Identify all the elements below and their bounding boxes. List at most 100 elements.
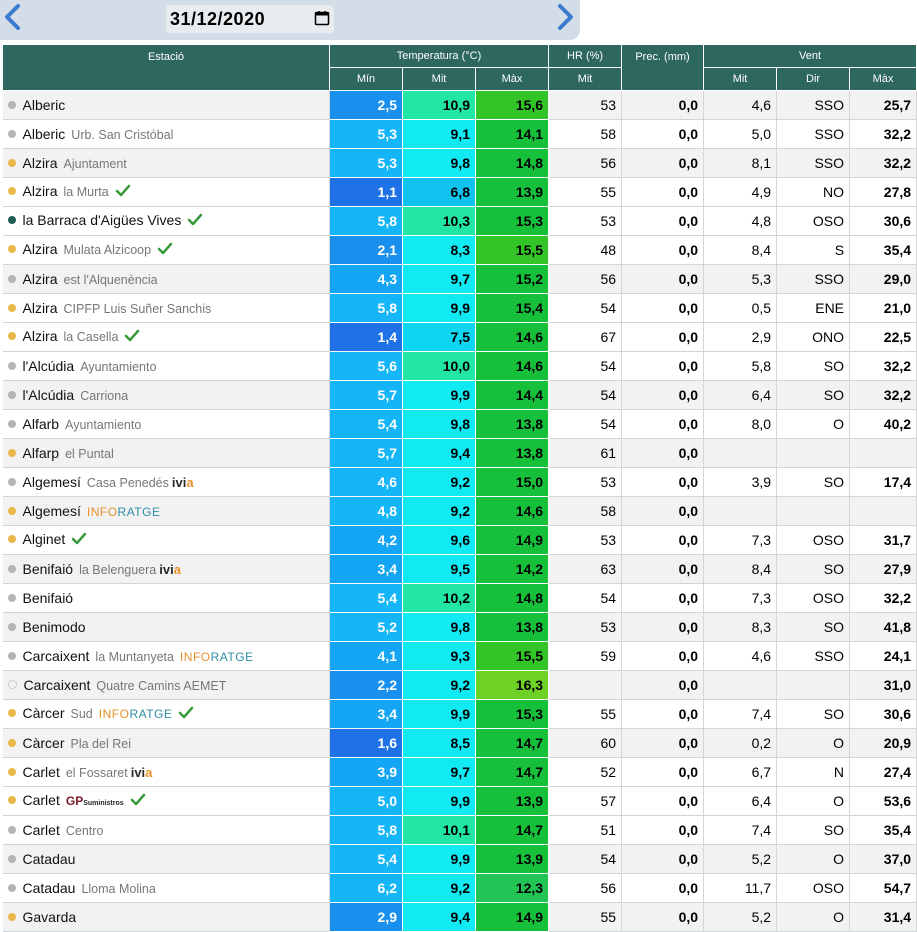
header-wind-avg[interactable]: Mit: [703, 67, 778, 91]
station-name[interactable]: Alberic: [22, 97, 66, 113]
station-cell[interactable]: l'Alcúdia Carriona: [2, 380, 330, 410]
station-name[interactable]: Catadau: [22, 880, 76, 896]
station-name[interactable]: Carcaixent: [23, 677, 91, 693]
station-cell[interactable]: Benimodo: [2, 612, 330, 642]
table-row[interactable]: Benifaió la Belenguera ivia 3,4 9,5 14,2 63 0,0…: [2, 554, 917, 584]
table-row[interactable]: Alzira la Casella 1,4 7,5 14,6 67 0,0 2,9 ONO 22,…: [2, 322, 917, 352]
station-cell[interactable]: Càrcer Pla del Rei: [2, 728, 330, 758]
station-cell[interactable]: la Barraca d'Aigües Vives: [2, 206, 330, 236]
table-row[interactable]: Alberic Urb. San Cristóbal 5,3 9,1 14,1 58 0,0…: [2, 119, 917, 149]
station-cell[interactable]: Càrcer Sud INFORATGE: [2, 699, 330, 729]
station-name[interactable]: la Barraca d'Aigües Vives: [22, 212, 182, 228]
header-station[interactable]: Estació: [2, 44, 330, 91]
table-row[interactable]: l'Alcúdia Ayuntamiento 5,6 10,0 14,6 54 0,0 5,8…: [2, 351, 917, 381]
header-wind-dir[interactable]: Dir: [776, 67, 851, 91]
station-name[interactable]: l'Alcúdia: [22, 358, 75, 374]
station-name[interactable]: Alzira: [22, 155, 58, 171]
previous-day-button[interactable]: [0, 2, 28, 32]
station-name[interactable]: Alginet: [22, 531, 66, 547]
table-row[interactable]: Alginet 4,2 9,6 14,9 53 0,0 7,3 OSO 31,7: [2, 525, 917, 555]
station-name[interactable]: Algemesí: [22, 503, 81, 519]
header-temp-max[interactable]: Màx: [474, 67, 550, 91]
table-row[interactable]: Carlet GPSuministros 5,0 9,9 13,9 57 0,0 6,4 O 53…: [2, 786, 917, 816]
table-row[interactable]: Càrcer Pla del Rei 1,6 8,5 14,7 60 0,0 0,2 O 20,9: [2, 728, 917, 758]
table-row[interactable]: la Barraca d'Aigües Vives 5,8 10,3 15,3 53 0,…: [2, 206, 917, 236]
station-name[interactable]: Alberic: [22, 126, 66, 142]
station-cell[interactable]: Alzira la Murta: [2, 177, 330, 207]
table-row[interactable]: l'Alcúdia Carriona 5,7 9,9 14,4 54 0,0 6,4 SO 32,…: [2, 380, 917, 410]
station-cell[interactable]: Alberic: [2, 90, 330, 120]
table-row[interactable]: Benimodo 5,2 9,8 13,8 53 0,0 8,3 SO 41,8: [2, 612, 917, 642]
station-cell[interactable]: Carlet el Fossaret ivia: [2, 757, 330, 787]
table-row[interactable]: Catadau 5,4 9,9 13,9 54 0,0 5,2 O 37,0: [2, 844, 917, 874]
station-cell[interactable]: Alginet: [2, 525, 330, 555]
station-cell[interactable]: Alfarb Ayuntamiento: [2, 409, 330, 439]
station-name[interactable]: Alzira: [22, 271, 58, 287]
table-row[interactable]: Carlet Centro 5,8 10,1 14,7 51 0,0 7,4 SO 35,4: [2, 815, 917, 845]
date-input[interactable]: 31/12/2020: [166, 5, 334, 33]
table-row[interactable]: Alfarb Ayuntamiento 5,4 9,8 13,8 54 0,0 8,0 O 40,…: [2, 409, 917, 439]
header-precipitation[interactable]: Prec. (mm): [621, 44, 705, 91]
station-cell[interactable]: Catadau: [2, 844, 330, 874]
next-day-button[interactable]: [550, 2, 580, 32]
station-cell[interactable]: Algemesí INFORATGE: [2, 496, 330, 526]
header-temp-min[interactable]: Mín: [329, 67, 403, 91]
station-cell[interactable]: Alzira CIPFP Luis Suñer Sanchis: [2, 293, 330, 323]
station-cell[interactable]: Carcaixent la Muntanyeta INFORATGE: [2, 641, 330, 671]
station-name[interactable]: Alfarb: [22, 416, 60, 432]
station-cell[interactable]: Catadau Lloma Molina: [2, 873, 330, 903]
calendar-icon[interactable]: [314, 10, 330, 26]
table-row[interactable]: Gavarda 2,9 9,4 14,9 55 0,0 5,2 O 31,4: [2, 902, 917, 932]
station-name[interactable]: Carcaixent: [22, 648, 90, 664]
header-wind-max[interactable]: Màx: [849, 67, 917, 91]
station-name[interactable]: Carlet: [22, 792, 60, 808]
station-name[interactable]: Benifaió: [22, 561, 74, 577]
header-hr-avg[interactable]: Mit: [548, 67, 623, 91]
station-name[interactable]: Alzira: [22, 300, 58, 316]
table-row[interactable]: Alberic 2,5 10,9 15,6 53 0,0 4,6 SSO 25,7: [2, 90, 917, 120]
station-name[interactable]: Gavarda: [22, 909, 77, 925]
station-cell[interactable]: Carcaixent Quatre Camins AEMET: [2, 670, 330, 700]
station-cell[interactable]: Alzira la Casella: [2, 322, 330, 352]
station-name[interactable]: Carlet: [22, 822, 60, 838]
table-row[interactable]: Carlet el Fossaret ivia 3,9 9,7 14,7 52 0,0 6,7 N…: [2, 757, 917, 787]
header-temp-avg[interactable]: Mit: [402, 67, 476, 91]
station-name[interactable]: Benifaió: [22, 590, 74, 606]
table-row[interactable]: Catadau Lloma Molina 6,2 9,2 12,3 56 0,0 11,7 OS…: [2, 873, 917, 903]
station-cell[interactable]: Benifaió: [2, 583, 330, 613]
station-name[interactable]: Benimodo: [22, 619, 86, 635]
table-row[interactable]: Carcaixent la Muntanyeta INFORATGE 4,1 9,3 15…: [2, 641, 917, 671]
station-name[interactable]: Algemesí: [22, 474, 81, 490]
table-row[interactable]: Alfarp el Puntal 5,7 9,4 13,8 61 0,0: [2, 438, 917, 468]
station-cell[interactable]: Benifaió la Belenguera ivia: [2, 554, 330, 584]
table-row[interactable]: Carcaixent Quatre Camins AEMET 2,2 9,2 16,3 0…: [2, 670, 917, 700]
table-row[interactable]: Benifaió 5,4 10,2 14,8 54 0,0 7,3 OSO 32,2: [2, 583, 917, 613]
station-cell[interactable]: Carlet Centro: [2, 815, 330, 845]
table-row[interactable]: Alzira la Murta 1,1 6,8 13,9 55 0,0 4,9 NO 27,8: [2, 177, 917, 207]
station-cell[interactable]: Alzira Mulata Alzicoop: [2, 235, 330, 265]
table-row[interactable]: Alzira est l'Alquenència 4,3 9,7 15,2 56 0,0 5,…: [2, 264, 917, 294]
station-name[interactable]: Alzira: [22, 183, 58, 199]
station-name[interactable]: Alzira: [22, 328, 58, 344]
station-cell[interactable]: l'Alcúdia Ayuntamiento: [2, 351, 330, 381]
station-cell[interactable]: Algemesí Casa Penedés ivia: [2, 467, 330, 497]
station-name[interactable]: Càrcer: [22, 705, 65, 721]
station-name[interactable]: Alzira: [22, 241, 58, 257]
station-name[interactable]: l'Alcúdia: [22, 387, 75, 403]
table-row[interactable]: Algemesí Casa Penedés ivia 4,6 9,2 15,0 53 0,0 3…: [2, 467, 917, 497]
station-cell[interactable]: Gavarda: [2, 902, 330, 932]
table-row[interactable]: Càrcer Sud INFORATGE 3,4 9,9 15,3 55 0,0 7,4 SO 30…: [2, 699, 917, 729]
table-row[interactable]: Algemesí INFORATGE 4,8 9,2 14,6 58 0,0: [2, 496, 917, 526]
station-name[interactable]: Catadau: [22, 851, 76, 867]
station-name[interactable]: Càrcer: [22, 735, 65, 751]
table-row[interactable]: Alzira CIPFP Luis Suñer Sanchis 5,8 9,9 15,4…: [2, 293, 917, 323]
station-name[interactable]: Alfarp: [22, 445, 60, 461]
station-cell[interactable]: Alzira est l'Alquenència: [2, 264, 330, 294]
station-cell[interactable]: Alfarp el Puntal: [2, 438, 330, 468]
station-cell[interactable]: Alberic Urb. San Cristóbal: [2, 119, 330, 149]
table-row[interactable]: Alzira Ajuntament 5,3 9,8 14,8 56 0,0 8,1 SSO 32,…: [2, 148, 917, 178]
station-cell[interactable]: Alzira Ajuntament: [2, 148, 330, 178]
station-name[interactable]: Carlet: [22, 764, 60, 780]
station-cell[interactable]: Carlet GPSuministros: [2, 786, 330, 816]
table-row[interactable]: Alzira Mulata Alzicoop 2,1 8,3 15,5 48 0,0 8,4 S…: [2, 235, 917, 265]
